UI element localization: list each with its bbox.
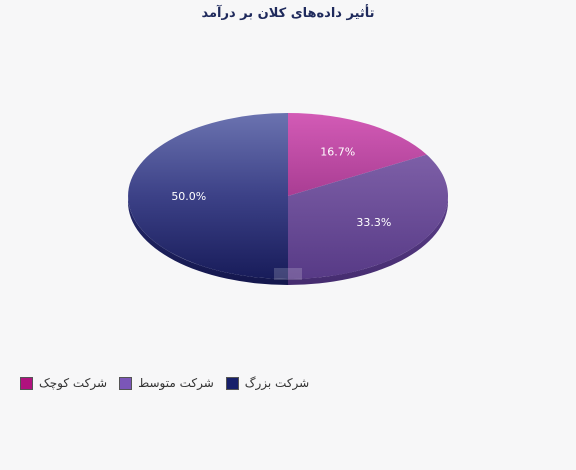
data-label-medium: 33.3% [356,216,391,229]
legend-label-large: شرکت بزرگ [244,376,310,390]
legend-swatch-large [225,376,239,390]
chart-title: تأثیر داده‌های کلان بر درآمد [201,6,375,21]
pie-slice-small [288,113,427,196]
legend-label-medium: شرکت متوسط [138,376,214,390]
data-label-large: 50.0% [171,190,206,203]
legend-label-small: شرکت کوچک [39,376,108,390]
legend-swatch-medium [119,376,133,390]
pie-slice-large [128,113,288,279]
legend: شرکت بزرگ شرکت متوسط شرکت کوچک [20,376,309,390]
pie-slice-medium [288,154,448,279]
legend-item-medium[interactable]: شرکت متوسط [119,376,214,390]
legend-item-large[interactable]: شرکت بزرگ [225,376,310,390]
legend-swatch-small [20,376,33,390]
data-label-small: 16.7% [320,145,355,158]
legend-item-small[interactable]: شرکت کوچک [20,376,107,390]
pie-sheen [274,268,302,280]
